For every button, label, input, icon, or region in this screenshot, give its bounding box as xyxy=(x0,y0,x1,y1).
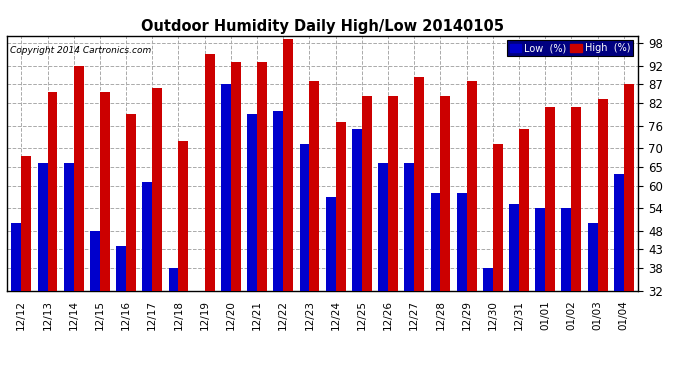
Text: Copyright 2014 Cartronics.com: Copyright 2014 Cartronics.com xyxy=(10,46,151,55)
Bar xyxy=(404,163,414,291)
Bar xyxy=(440,96,451,291)
Bar xyxy=(457,193,466,291)
Bar xyxy=(493,144,503,291)
Bar xyxy=(326,197,335,291)
Bar xyxy=(142,182,152,291)
Bar xyxy=(562,208,571,291)
Bar xyxy=(100,92,110,291)
Bar xyxy=(221,84,231,291)
Bar xyxy=(535,208,545,291)
Bar xyxy=(152,88,162,291)
Bar xyxy=(352,129,362,291)
Bar xyxy=(466,81,477,291)
Bar xyxy=(179,141,188,291)
Bar xyxy=(299,144,310,291)
Title: Outdoor Humidity Daily High/Low 20140105: Outdoor Humidity Daily High/Low 20140105 xyxy=(141,20,504,34)
Bar xyxy=(11,223,21,291)
Bar xyxy=(509,204,519,291)
Bar xyxy=(231,62,241,291)
Bar xyxy=(571,107,582,291)
Bar xyxy=(388,96,398,291)
Bar xyxy=(205,54,215,291)
Bar xyxy=(126,114,136,291)
Bar xyxy=(414,77,424,291)
Bar xyxy=(362,96,372,291)
Bar xyxy=(614,174,624,291)
Bar xyxy=(257,62,267,291)
Bar xyxy=(74,66,83,291)
Bar xyxy=(588,223,598,291)
Bar xyxy=(284,39,293,291)
Bar xyxy=(483,268,493,291)
Bar xyxy=(63,163,74,291)
Bar xyxy=(37,163,48,291)
Bar xyxy=(519,129,529,291)
Bar xyxy=(90,231,100,291)
Bar xyxy=(48,92,57,291)
Bar xyxy=(116,246,126,291)
Bar xyxy=(624,84,634,291)
Bar xyxy=(273,111,284,291)
Bar xyxy=(545,107,555,291)
Bar xyxy=(431,193,440,291)
Bar xyxy=(310,81,319,291)
Bar xyxy=(378,163,388,291)
Bar xyxy=(335,122,346,291)
Bar xyxy=(21,156,31,291)
Legend: Low  (%), High  (%): Low (%), High (%) xyxy=(506,40,633,56)
Bar xyxy=(247,114,257,291)
Bar xyxy=(168,268,179,291)
Bar xyxy=(598,99,608,291)
